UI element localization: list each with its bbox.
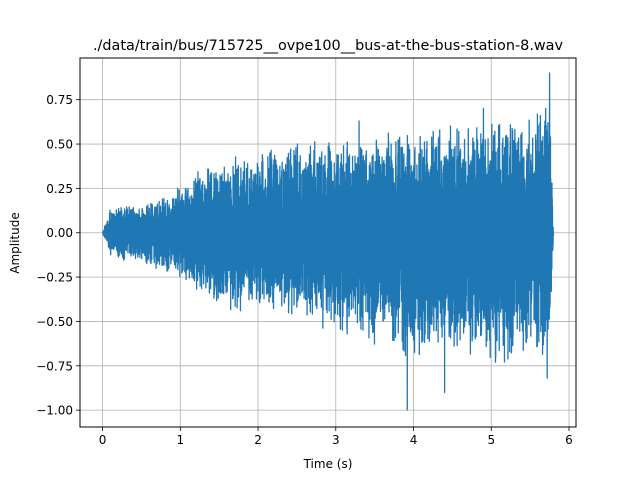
x-axis-label: Time (s) (303, 457, 353, 471)
chart-title: ./data/train/bus/715725__ovpe100__bus-at… (93, 38, 564, 54)
x-tick-label: 6 (565, 433, 573, 447)
x-tick-label: 0 (99, 433, 107, 447)
y-tick-label: 0.75 (46, 93, 73, 107)
x-tick-label: 1 (176, 433, 184, 447)
y-tick-label: −0.75 (36, 359, 73, 373)
x-tick-label: 2 (254, 433, 262, 447)
x-tick-label: 5 (487, 433, 495, 447)
y-tick-label: −0.25 (36, 271, 73, 285)
x-tick-label: 4 (410, 433, 418, 447)
waveform-series-line (101, 72, 555, 411)
y-axis-label: Amplitude (8, 212, 22, 274)
y-tick-label: −0.50 (36, 315, 73, 329)
axis-ticks: 0 1 2 3 4 5 6 −1.00 −0.75 −0.50 −0.25 0.00 0.25 0.50 0… (36, 93, 573, 447)
plot-area (101, 72, 555, 411)
x-tick-label: 3 (332, 433, 340, 447)
y-tick-label: −1.00 (36, 404, 73, 418)
y-tick-label: 0.00 (46, 226, 73, 240)
y-tick-label: 0.50 (46, 138, 73, 152)
axes-frame (79, 57, 577, 428)
y-tick-label: 0.25 (46, 182, 73, 196)
